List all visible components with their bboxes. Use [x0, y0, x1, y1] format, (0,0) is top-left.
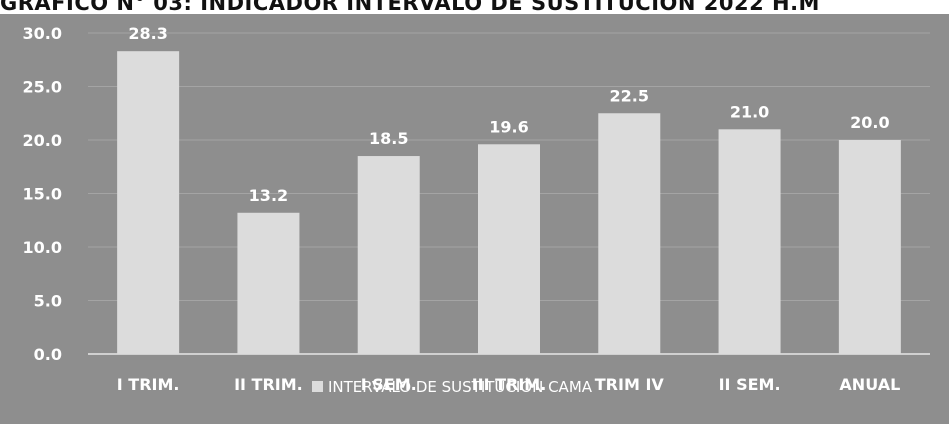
y-tick-label: 30.0	[23, 24, 62, 43]
y-tick-label: 0.0	[34, 345, 62, 364]
bar	[237, 212, 300, 354]
y-tick-label: 15.0	[23, 185, 62, 204]
x-tick-label: TRIM IV	[595, 375, 665, 394]
bar	[598, 113, 661, 354]
x-tick-label: II SEM.	[719, 375, 781, 394]
data-label: 22.5	[610, 86, 649, 105]
bar	[478, 144, 540, 354]
x-tick-label: II TRIM.	[234, 375, 303, 394]
data-label: 20.0	[850, 113, 889, 132]
legend-swatch	[312, 381, 323, 392]
data-label: 19.6	[489, 117, 528, 136]
data-label: 13.2	[249, 186, 288, 205]
bar	[838, 140, 901, 354]
y-tick-label: 25.0	[23, 78, 62, 97]
x-tick-label: ANUAL	[839, 375, 900, 394]
data-label: 21.0	[730, 102, 769, 121]
x-tick-label: III TRIM.	[472, 375, 547, 394]
data-label: 28.3	[128, 24, 167, 43]
y-tick-label: 5.0	[34, 292, 62, 311]
x-tick-label: I TRIM.	[117, 375, 180, 394]
data-label: 18.5	[369, 129, 408, 148]
chart-title: GRÁFICO N° 03: INDICADOR INTERVALO DE SU…	[0, 0, 820, 14]
bar	[718, 129, 781, 354]
legend-label: INTERVALO DE SUSTITUCIÓN CAMA	[328, 377, 593, 396]
bar	[357, 156, 420, 354]
x-tick-label: I SEM.	[361, 375, 417, 394]
y-tick-label: 10.0	[23, 238, 62, 257]
y-tick-label: 20.0	[23, 131, 62, 150]
bar	[117, 51, 180, 354]
